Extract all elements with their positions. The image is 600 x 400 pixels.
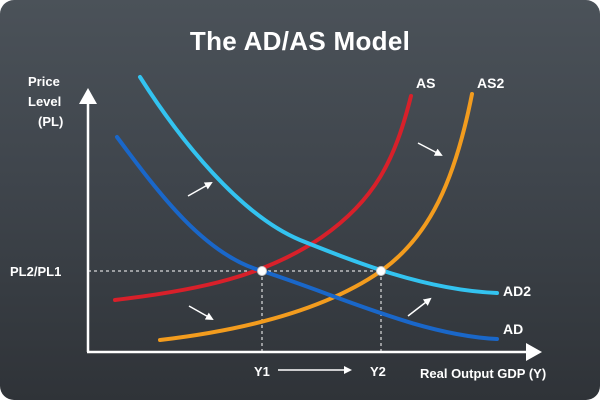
as-curve [113,94,413,302]
y-axis-label-line-1: Price [28,74,60,89]
y-axis-label-line-2: Level [28,94,61,109]
shift-arrows [187,142,443,374]
x-axis-label: Real Output GDP (Y) [420,366,546,381]
y-axis-arrowhead [79,88,97,104]
guide-lines [88,270,382,352]
ad2-curve [138,75,499,295]
price-level-label: PL2/PL1 [10,264,61,279]
y2-label: Y2 [370,364,386,379]
y-axis [79,88,97,352]
as-shift-arrow-icon-lower [188,305,214,320]
equilibrium-point-1 [257,266,267,276]
as-shift-arrow-icon-upper [417,142,443,156]
as2-label: AS2 [477,75,504,91]
ad-shift-arrow-icon [187,182,213,197]
ad2-label: AD2 [503,283,531,299]
y1-label: Y1 [254,364,270,379]
as-shift-arrow-icon-right [407,297,432,317]
diagram-title: The AD/AS Model [189,26,411,56]
ad-label: AD [503,321,523,337]
equilibrium-point-2 [376,266,386,276]
x-axis-arrowhead [526,343,542,361]
as-label: AS [416,75,435,91]
y-axis-label-line-3: (PL) [38,114,63,129]
x-axis [87,343,542,361]
